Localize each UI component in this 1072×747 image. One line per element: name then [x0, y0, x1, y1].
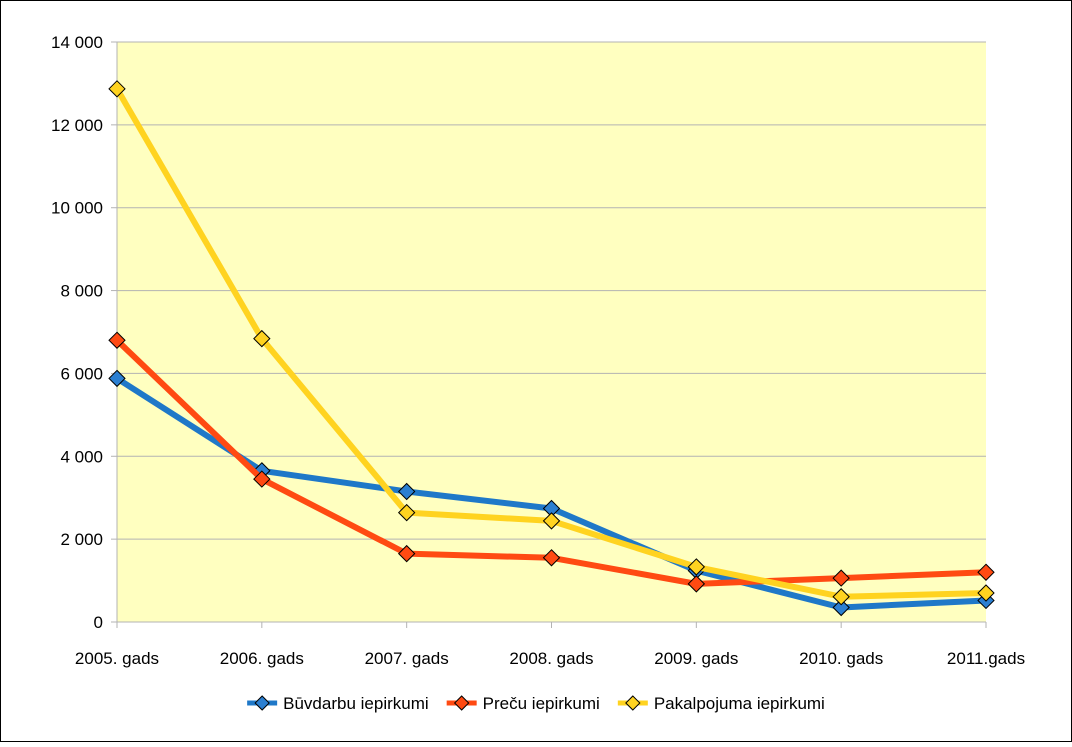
- data-point: [397, 544, 416, 563]
- legend-item: Pakalpojuma iepirkumi: [617, 694, 825, 713]
- x-axis-ticks: 2005. gads 2006. gads 2007. gads 2008. gads…: [75, 622, 1025, 668]
- data-point: [832, 598, 850, 617]
- y-tick-label: 2 000: [60, 530, 103, 549]
- x-tick-label: 2010. gads: [799, 649, 883, 668]
- data-point: [108, 80, 126, 98]
- data-point: [108, 369, 126, 388]
- legend-label: Pakalpojuma iepirkumi: [654, 694, 825, 713]
- y-axis-ticks: 0 2 000 4 000 6 000 8 000 10 000 12 000 14 000: [51, 33, 117, 632]
- data-point: [832, 569, 850, 587]
- series-1: [108, 331, 995, 593]
- x-tick-label: 2007. gads: [365, 649, 449, 668]
- y-tick-label: 14 000: [51, 33, 103, 52]
- series-lines: [108, 80, 995, 617]
- x-tick-label: 2006. gads: [220, 649, 304, 668]
- legend-item: Būvdarbu iepirkumi: [247, 694, 429, 713]
- data-point: [397, 503, 416, 522]
- data-point: [397, 482, 416, 501]
- data-point: [687, 558, 706, 576]
- y-tick-label: 12 000: [51, 116, 103, 135]
- legend-label: Būvdarbu iepirkumi: [283, 694, 429, 713]
- legend-swatch-marker: [453, 695, 470, 711]
- data-point: [832, 588, 850, 606]
- data-point: [542, 512, 561, 530]
- y-tick-label: 6 000: [60, 364, 103, 383]
- series-2: [108, 80, 995, 606]
- x-tick-label: 2011.gads: [947, 649, 1025, 668]
- data-point: [253, 329, 271, 348]
- data-point: [977, 584, 995, 602]
- y-tick-label: 8 000: [60, 282, 103, 301]
- data-point: [542, 549, 561, 567]
- data-point: [687, 575, 706, 593]
- data-point: [253, 470, 271, 488]
- legend-label: Preču iepirkumi: [483, 694, 600, 713]
- x-tick-label: 2009. gads: [654, 649, 738, 668]
- y-tick-label: 10 000: [51, 199, 103, 218]
- plot-area: [117, 42, 986, 622]
- legend: Būvdarbu iepirkumi Preču iepirkumi Pakalpo…: [247, 694, 825, 713]
- legend-swatch-marker: [254, 695, 270, 711]
- gridlines: [117, 41, 986, 540]
- data-point: [108, 331, 126, 349]
- legend-item: Preču iepirkumi: [446, 694, 600, 713]
- y-tick-label: 0: [94, 613, 103, 632]
- x-tick-label: 2008. gads: [509, 649, 593, 668]
- legend-swatch-marker: [625, 695, 641, 711]
- data-point: [977, 563, 995, 581]
- y-tick-label: 4 000: [60, 447, 103, 466]
- x-tick-label: 2005. gads: [75, 649, 159, 668]
